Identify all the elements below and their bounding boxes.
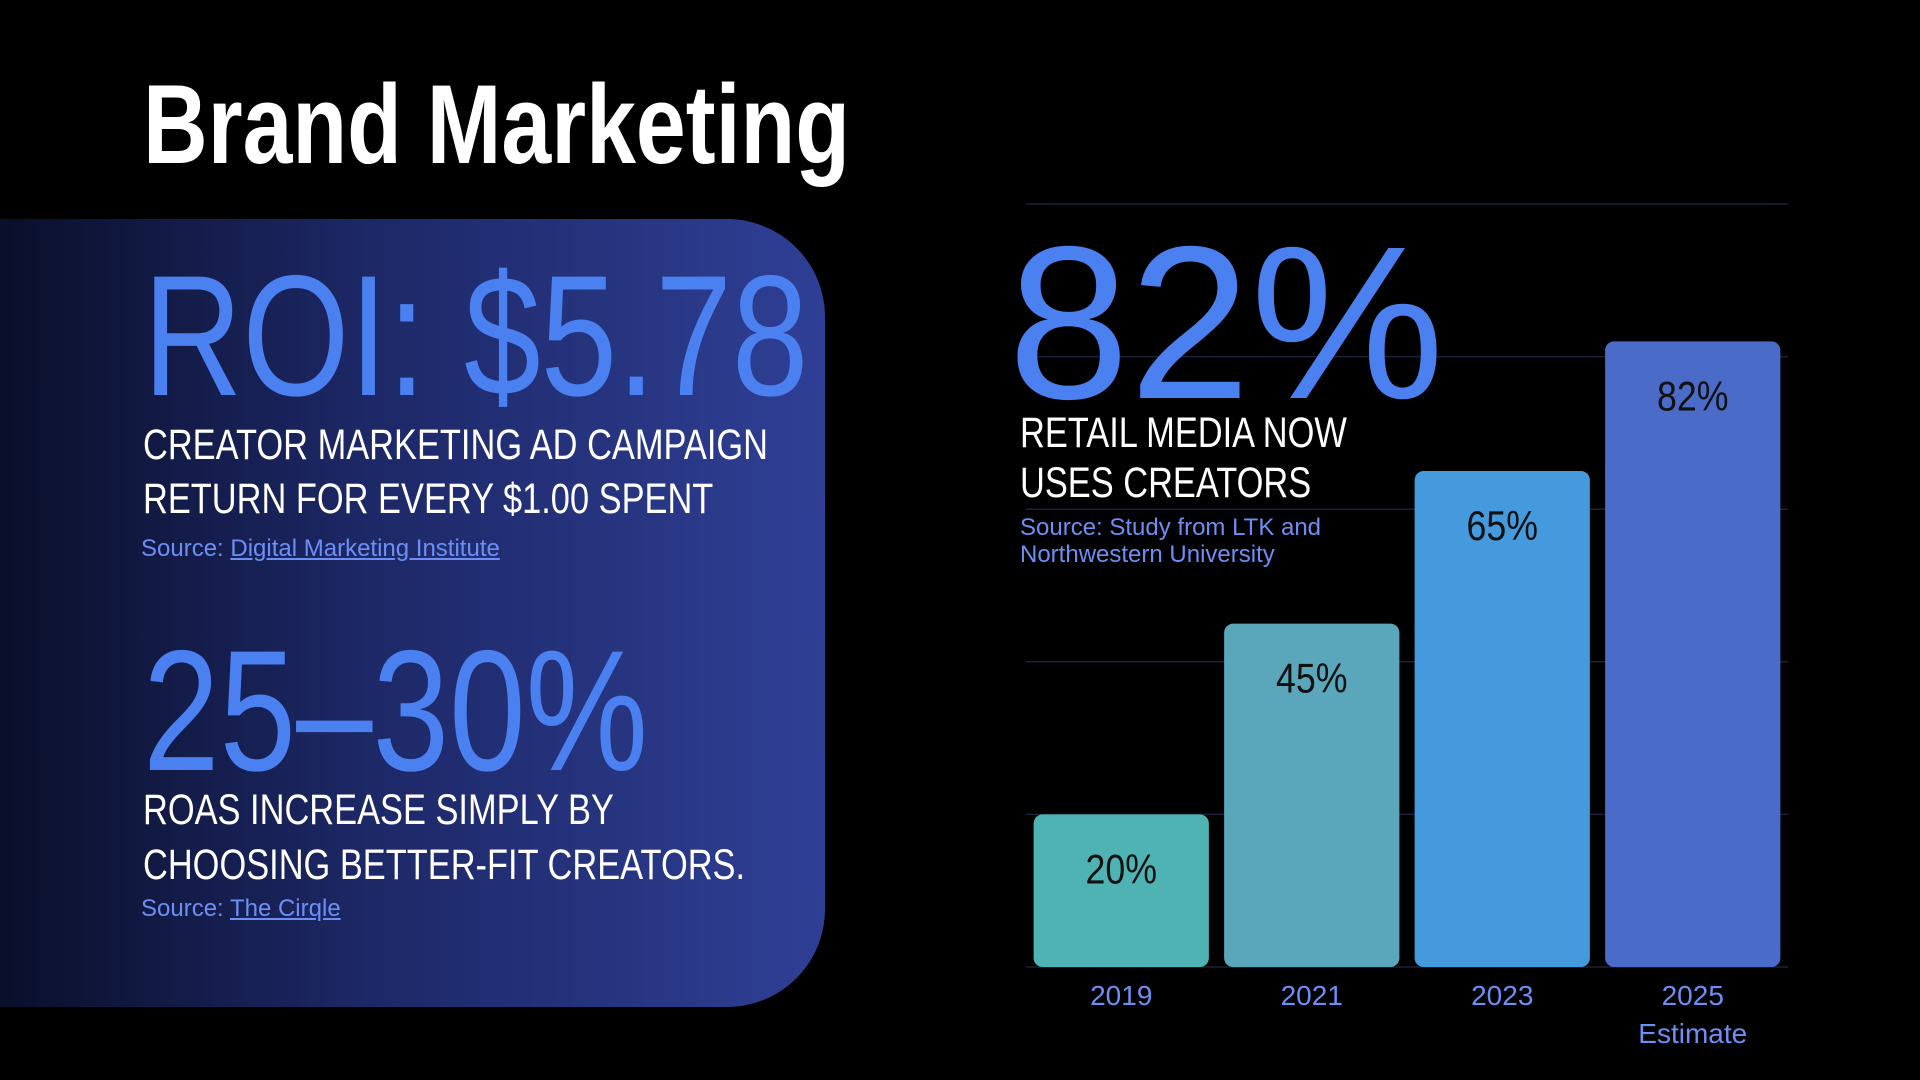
value-label: 82% bbox=[1657, 374, 1728, 420]
source: Source: Digital Marketing Institute bbox=[141, 535, 500, 563]
value-label: 65% bbox=[1467, 504, 1538, 550]
stat-description: ROAS INCREASE SIMPLY BY bbox=[143, 786, 614, 834]
x-tick-label: 2023 bbox=[1471, 980, 1534, 1011]
stat-description: CHOOSING BETTER-FIT CREATORS. bbox=[143, 841, 746, 889]
chart-subtitle: RETAIL MEDIA NOW USES CREATORS bbox=[1020, 409, 1347, 507]
stat-description: CREATOR MARKETING AD CAMPAIGN bbox=[143, 421, 769, 469]
bar bbox=[1224, 623, 1400, 967]
chart-headline: 82% bbox=[1008, 202, 1445, 445]
stat-value: ROI: $5.78 bbox=[143, 240, 809, 432]
source-link[interactable]: The Cirqle bbox=[229, 895, 341, 922]
source-link[interactable]: Digital Marketing Institute bbox=[230, 535, 500, 562]
bar bbox=[1605, 341, 1781, 968]
slide-title: Brand Marketing bbox=[143, 62, 850, 187]
bar bbox=[1033, 814, 1209, 967]
value-label: 45% bbox=[1276, 656, 1347, 702]
source: Source: The Cirqle bbox=[141, 895, 341, 923]
x-tick-label: 2021 bbox=[1280, 980, 1343, 1011]
chart-source: Source: Study from LTK and Northwestern … bbox=[1020, 514, 1322, 568]
bar bbox=[1414, 471, 1590, 967]
x-tick-label: 2025 Estimate bbox=[1638, 980, 1748, 1049]
source-label: Source: bbox=[141, 535, 224, 562]
stat-description: RETURN FOR EVERY $1.00 SPENT bbox=[143, 475, 714, 523]
stat-value: 25–30% bbox=[143, 615, 648, 807]
source-label: Source: bbox=[141, 895, 224, 922]
value-label: 20% bbox=[1086, 847, 1157, 893]
stats-panel bbox=[0, 219, 825, 1007]
x-tick-label: 2019 bbox=[1090, 980, 1153, 1011]
